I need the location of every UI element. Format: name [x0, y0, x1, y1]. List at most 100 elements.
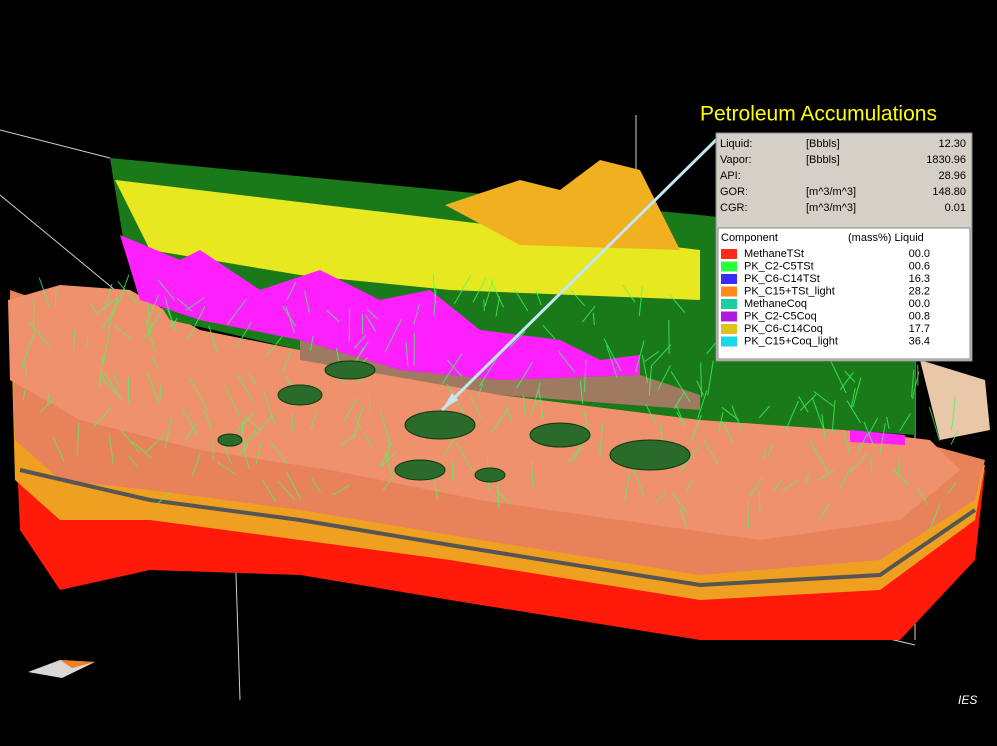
streak	[113, 374, 120, 386]
streak	[240, 420, 247, 452]
streak	[669, 294, 686, 313]
property-name: API:	[720, 170, 741, 182]
streak	[758, 405, 771, 419]
streak	[29, 322, 50, 348]
component-value: 00.8	[909, 310, 930, 322]
component-header: Component	[721, 232, 778, 244]
streak	[773, 479, 782, 493]
component-name: PK_C6-C14TSt	[744, 273, 820, 285]
property-name: GOR:	[720, 186, 748, 198]
streak	[484, 278, 494, 307]
streak	[39, 398, 54, 414]
component-name: MethaneCoq	[744, 298, 807, 310]
streak	[176, 297, 193, 312]
streak	[309, 335, 314, 352]
streak	[675, 404, 685, 424]
component-name: PK_C2-C5TSt	[744, 260, 814, 272]
streak	[676, 411, 686, 427]
streak	[644, 351, 659, 363]
streak	[286, 281, 297, 301]
streak	[157, 279, 176, 301]
streak	[455, 441, 474, 472]
streak	[188, 376, 209, 412]
streak	[170, 317, 178, 329]
property-unit: [m^3/m^3]	[806, 202, 856, 214]
streak	[829, 359, 847, 394]
streak	[603, 338, 622, 371]
streak	[253, 414, 274, 437]
streak	[217, 461, 237, 475]
streak	[839, 466, 852, 489]
streak	[147, 301, 152, 335]
streak	[235, 322, 252, 348]
streak	[606, 345, 618, 379]
streak	[679, 507, 687, 527]
streak	[262, 479, 276, 502]
component-name: PK_C15+TSt_light	[744, 285, 835, 297]
logo-text: IES	[958, 693, 977, 707]
component-swatch	[721, 261, 737, 272]
streak	[23, 363, 28, 376]
streak	[99, 374, 118, 396]
streak	[242, 448, 250, 470]
streak	[46, 393, 50, 405]
streak	[897, 457, 901, 477]
streak	[622, 284, 636, 303]
streak	[632, 466, 645, 498]
streak	[278, 481, 295, 500]
streak	[856, 433, 868, 456]
streak	[749, 477, 763, 497]
streak	[285, 306, 295, 333]
streak	[38, 277, 50, 307]
streak	[310, 409, 317, 430]
streak	[226, 298, 247, 326]
streak	[569, 289, 586, 307]
streak	[442, 353, 463, 384]
streak	[21, 331, 36, 367]
streak	[911, 371, 920, 400]
streak	[651, 344, 672, 367]
component-value: 36.4	[909, 335, 930, 347]
streak	[947, 482, 957, 494]
component-name: PK_C15+Coq_light	[744, 335, 838, 347]
streak	[184, 422, 198, 442]
streak	[818, 502, 831, 520]
streak	[146, 370, 160, 405]
streak	[405, 342, 409, 366]
streak	[384, 318, 403, 353]
property-value: 12.30	[938, 138, 966, 150]
streak	[102, 371, 123, 401]
streak	[530, 381, 541, 417]
streak	[145, 434, 165, 453]
streak	[535, 289, 542, 306]
logo	[28, 660, 95, 678]
streak	[731, 405, 742, 431]
streak	[671, 491, 688, 515]
streak	[811, 397, 825, 432]
streak	[696, 380, 704, 396]
streak	[93, 406, 113, 427]
streak	[799, 394, 817, 411]
streak	[707, 360, 714, 396]
streak	[248, 373, 257, 385]
streak	[104, 283, 113, 311]
component-value: 28.2	[909, 285, 930, 297]
streak	[89, 303, 99, 315]
streak	[870, 456, 873, 471]
property-value: 28.96	[938, 170, 966, 182]
streak	[477, 383, 484, 397]
component-swatch	[721, 336, 737, 347]
streak	[850, 388, 856, 409]
streak	[685, 477, 695, 492]
streak	[446, 359, 463, 378]
streak	[928, 406, 941, 441]
streak	[164, 416, 173, 449]
streak	[432, 273, 437, 303]
streak	[353, 334, 367, 349]
streak	[950, 430, 959, 445]
streak	[384, 453, 393, 475]
streak	[530, 460, 534, 487]
info-panel: Liquid: [Bbbls] 12.30 Vapor: [Bbbls] 1830.96 A…	[715, 132, 973, 362]
streak	[235, 411, 255, 433]
streak	[592, 312, 595, 326]
